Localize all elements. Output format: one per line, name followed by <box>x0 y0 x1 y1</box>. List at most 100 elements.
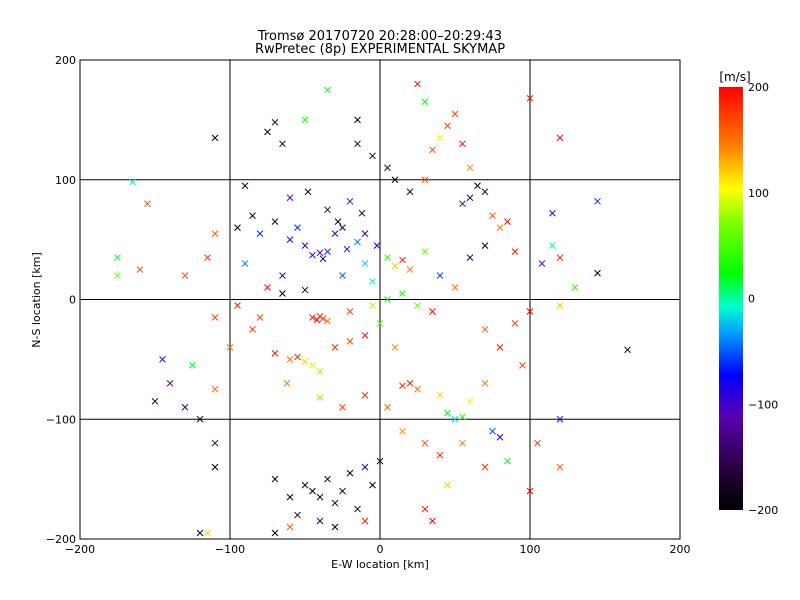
colorbar-tick-label: 100 <box>748 187 769 200</box>
data-point-x-marker <box>339 272 346 279</box>
data-point-x-marker <box>271 218 279 226</box>
data-point-x-marker <box>496 433 504 441</box>
data-point-x-marker <box>421 176 429 184</box>
x-tick-labels: −200 −100 0 100 200 <box>65 543 691 556</box>
data-point-x-marker <box>436 272 444 279</box>
data-point-x-marker <box>181 403 189 411</box>
data-point-x-marker <box>211 230 219 237</box>
data-point-x-marker <box>226 344 234 351</box>
data-point-x-marker <box>538 260 546 267</box>
data-point-x-marker <box>204 529 211 537</box>
data-point-x-marker <box>466 397 474 405</box>
data-point-x-marker <box>391 344 399 351</box>
data-point-x-marker <box>511 320 519 327</box>
data-point-x-marker <box>376 457 384 465</box>
data-point-x-marker <box>331 499 339 507</box>
data-point-x-marker <box>376 320 384 327</box>
data-point-x-marker <box>114 272 121 279</box>
data-point-x-marker <box>421 248 429 255</box>
data-point-x-marker <box>309 314 316 321</box>
data-point-x-marker <box>286 356 294 363</box>
y-tick-labels: −200 −100 0 100 200 <box>46 54 76 546</box>
data-point-x-marker <box>526 94 534 102</box>
data-point-x-marker <box>384 403 391 411</box>
x-tick-label: 100 <box>520 543 541 556</box>
data-point-x-marker <box>399 256 406 264</box>
data-point-x-marker <box>496 224 504 232</box>
data-point-x-marker <box>444 481 451 489</box>
data-point-x-marker <box>189 362 196 369</box>
data-point-x-marker <box>241 182 249 190</box>
data-point-x-marker <box>369 278 376 285</box>
data-point-x-marker <box>354 505 361 513</box>
colorbar-tick-label: −100 <box>748 398 778 411</box>
data-point-x-marker <box>286 493 294 501</box>
data-point-x-marker <box>324 475 331 483</box>
data-point-x-marker <box>211 314 219 321</box>
data-point-x-marker <box>309 487 316 495</box>
data-point-x-marker <box>324 317 331 325</box>
y-tick-label: −200 <box>46 533 76 546</box>
data-point-x-marker <box>334 218 342 226</box>
data-point-x-marker <box>406 379 414 387</box>
data-point-x-marker <box>504 457 511 465</box>
data-point-x-marker <box>373 242 381 249</box>
x-tick-label: 200 <box>670 543 691 556</box>
data-point-x-marker <box>481 242 489 249</box>
data-point-x-marker <box>309 251 316 259</box>
chart-subtitle: RwPretec (8p) EXPERIMENTAL SKYMAP <box>255 42 505 57</box>
data-point-x-marker <box>181 272 189 279</box>
data-point-x-marker <box>519 362 526 369</box>
data-point-x-marker <box>211 463 219 471</box>
data-point-x-marker <box>361 260 369 267</box>
colorbar-tick-labels: −200 −100 0 100 200 <box>748 81 778 517</box>
data-point-x-marker <box>526 487 534 495</box>
data-point-x-marker <box>211 385 219 393</box>
data-point-x-marker <box>319 255 327 263</box>
data-point-x-marker <box>556 134 564 142</box>
data-point-x-marker <box>549 242 556 249</box>
data-point-x-marker <box>234 302 241 309</box>
data-point-x-marker <box>459 200 466 208</box>
data-point-x-marker <box>159 356 166 363</box>
data-point-x-marker <box>361 332 369 339</box>
data-point-x-marker <box>264 284 271 291</box>
data-point-x-marker <box>283 379 291 387</box>
data-point-x-marker <box>354 116 361 124</box>
data-point-x-marker <box>451 415 459 423</box>
data-point-x-marker <box>304 188 312 196</box>
data-point-x-marker <box>294 511 301 519</box>
data-point-x-marker <box>346 338 354 345</box>
data-point-x-marker <box>316 493 324 501</box>
data-point-x-marker <box>324 248 331 255</box>
data-point-x-marker <box>271 475 279 483</box>
data-point-x-marker <box>361 463 369 471</box>
x-tick-label: −100 <box>215 543 245 556</box>
data-point-x-marker <box>301 481 309 489</box>
data-point-x-marker <box>316 367 324 375</box>
data-point-x-marker <box>279 140 286 148</box>
data-point-x-marker <box>339 403 346 411</box>
data-point-x-marker <box>294 224 301 232</box>
data-point-x-marker <box>166 379 174 387</box>
data-point-x-marker <box>211 134 219 142</box>
data-point-x-marker <box>421 439 429 447</box>
data-point-x-marker <box>286 194 294 202</box>
data-point-x-marker <box>474 182 481 190</box>
data-point-x-marker <box>249 326 256 333</box>
data-point-x-marker <box>211 439 219 447</box>
data-point-x-marker <box>234 224 241 232</box>
colorbar-gradient <box>719 87 743 510</box>
data-point-x-marker <box>549 209 556 217</box>
chart-title: Tromsø 20170720 20:28:00–20:29:43 <box>257 29 502 44</box>
data-point-x-marker <box>384 296 391 303</box>
data-point-x-marker <box>316 517 324 525</box>
data-point-x-marker <box>369 481 376 489</box>
data-point-x-marker <box>264 128 271 136</box>
data-point-x-marker <box>556 302 564 309</box>
data-point-x-marker <box>384 254 391 261</box>
data-point-x-marker <box>343 245 351 253</box>
data-point-x-marker <box>286 523 294 531</box>
data-point-x-marker <box>271 118 279 126</box>
x-tick-label: 0 <box>377 543 384 556</box>
